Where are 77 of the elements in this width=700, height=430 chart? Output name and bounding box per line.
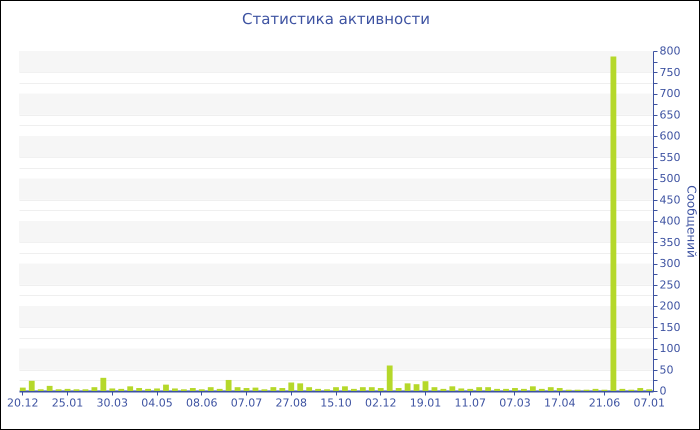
y-tick-label: 600 — [660, 130, 680, 142]
bar — [109, 388, 116, 391]
bar — [306, 387, 312, 391]
y-tick-label: 550 — [660, 150, 680, 164]
y-tick-label: 450 — [660, 193, 680, 206]
chart-title: Статистика активности — [242, 10, 430, 28]
bar — [91, 387, 98, 391]
y-tick-label: 50 — [660, 363, 674, 376]
y-tick-label: 150 — [660, 320, 680, 334]
bar — [404, 383, 410, 391]
bar — [432, 387, 438, 391]
bar — [100, 378, 106, 391]
bar — [637, 388, 644, 391]
x-tick-label: 21.06 — [588, 396, 620, 410]
bar — [226, 380, 232, 391]
bar — [208, 387, 214, 391]
bar — [190, 388, 196, 391]
bar — [252, 388, 258, 391]
bar — [288, 382, 294, 391]
x-tick-label: 07.03 — [499, 396, 531, 410]
y-tick-label: 0 — [660, 384, 666, 398]
y-tick-label: 500 — [660, 172, 680, 185]
bar — [476, 387, 482, 391]
bar — [333, 387, 339, 391]
y-tick-label: 800 — [660, 44, 680, 58]
bar — [530, 386, 536, 391]
x-tick-label: 20.12 — [7, 396, 39, 410]
x-tick-label: 17.04 — [544, 396, 576, 410]
x-tick-label: 07.07 — [230, 396, 262, 410]
bar — [172, 388, 178, 391]
y-tick-label: 650 — [660, 108, 680, 122]
bar — [458, 388, 464, 391]
x-tick-label: 25.01 — [52, 396, 84, 410]
y-tick-label: 350 — [660, 236, 680, 249]
y-tick-label: 750 — [660, 66, 680, 79]
bar — [512, 388, 518, 391]
bar — [136, 388, 142, 391]
bar — [386, 366, 393, 391]
x-tick-label: 15.10 — [320, 396, 352, 410]
x-tick-label: 19.01 — [410, 396, 442, 410]
bar — [449, 386, 456, 391]
bar — [163, 384, 169, 391]
bar — [556, 388, 563, 391]
bar — [360, 387, 366, 391]
y-tick-label: 200 — [660, 300, 680, 312]
x-tick-label: 07.01 — [633, 396, 665, 410]
bar — [422, 381, 428, 391]
y-tick-label: 400 — [660, 214, 680, 228]
bar — [279, 388, 286, 391]
bar — [378, 388, 384, 391]
y-tick-label: 700 — [660, 87, 680, 100]
x-tick-label: 11.07 — [454, 396, 486, 410]
y-tick-label: 300 — [660, 257, 680, 270]
x-tick-label: 08.06 — [186, 396, 218, 410]
bar — [396, 388, 402, 391]
bar — [485, 387, 492, 391]
bar — [548, 387, 554, 391]
bar — [127, 386, 134, 391]
x-tick-label: 27.08 — [276, 396, 308, 410]
bar — [297, 383, 304, 391]
x-tick-label: 04.05 — [141, 396, 173, 410]
bar — [244, 388, 250, 391]
y-axis-title: Сообщений — [684, 185, 698, 258]
bar — [20, 388, 26, 391]
bar — [46, 386, 53, 391]
x-tick-label: 30.03 — [96, 396, 128, 410]
bar — [368, 387, 375, 391]
bar — [234, 387, 240, 391]
x-tick-label: 02.12 — [364, 396, 396, 410]
bar — [342, 386, 348, 391]
bar — [414, 384, 420, 391]
y-tick-label: 250 — [660, 278, 680, 292]
bar — [28, 380, 35, 391]
y-tick-label: 100 — [660, 342, 680, 355]
bar — [270, 387, 276, 391]
bar — [154, 388, 160, 391]
bar — [610, 56, 616, 391]
